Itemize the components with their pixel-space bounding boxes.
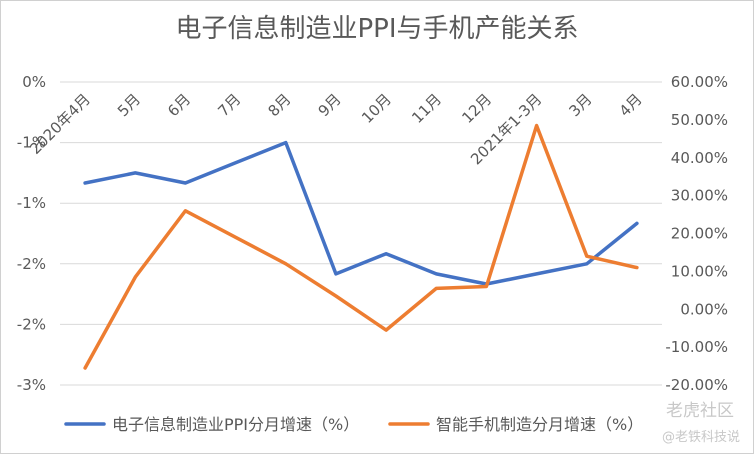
x-axis-category-label: 11月	[408, 90, 445, 127]
x-axis-category-label: 12月	[458, 90, 495, 127]
watermark-handle: @老铁科技说	[661, 430, 740, 445]
x-axis-category-label: 6月	[164, 90, 194, 120]
right-axis-tick-label: 50.00%	[671, 111, 728, 129]
right-axis-tick-label: 0.00%	[680, 300, 728, 318]
left-axis-tick-label: -1%	[17, 134, 46, 152]
left-axis-tick-label: -1%	[17, 194, 46, 212]
x-axis-category-label: 10月	[358, 90, 395, 127]
chart-title: 电子信息制造业PPI与手机产能关系	[175, 14, 579, 44]
right-axis-tick-label: 60.00%	[671, 73, 728, 91]
left-axis-tick-label: -2%	[17, 315, 46, 333]
x-axis-category-label: 7月	[214, 90, 244, 120]
right-axis-tick-label: 10.00%	[671, 262, 728, 280]
legend-label-2: 智能手机制造分月增速（%）	[436, 415, 643, 434]
right-axis-tick-label: -10.00%	[665, 338, 728, 356]
left-axis-tick-label: -3%	[17, 376, 46, 394]
series-line-1	[83, 140, 639, 286]
right-axis-tick-label: 20.00%	[671, 225, 728, 243]
right-axis-tick-label: 30.00%	[671, 187, 728, 205]
series-line-2	[83, 123, 639, 370]
x-axis-category-label: 4月	[616, 90, 646, 120]
left-axis-tick-label: -2%	[17, 255, 46, 273]
x-axis-category-label: 8月	[264, 90, 294, 120]
x-axis-category-label: 2020年4月	[26, 90, 94, 158]
x-axis-category-label: 5月	[114, 90, 144, 120]
x-axis-category-label: 3月	[565, 90, 595, 120]
legend-label-1: 电子信息制造业PPI分月增速（%）	[112, 415, 359, 434]
right-axis-tick-label: 40.00%	[671, 149, 728, 167]
watermark-text: 老虎社区	[666, 401, 734, 421]
left-axis-tick-label: 0%	[22, 73, 46, 91]
right-axis-tick-label: -20.00%	[665, 376, 728, 394]
x-axis-category-label: 9月	[315, 90, 345, 120]
